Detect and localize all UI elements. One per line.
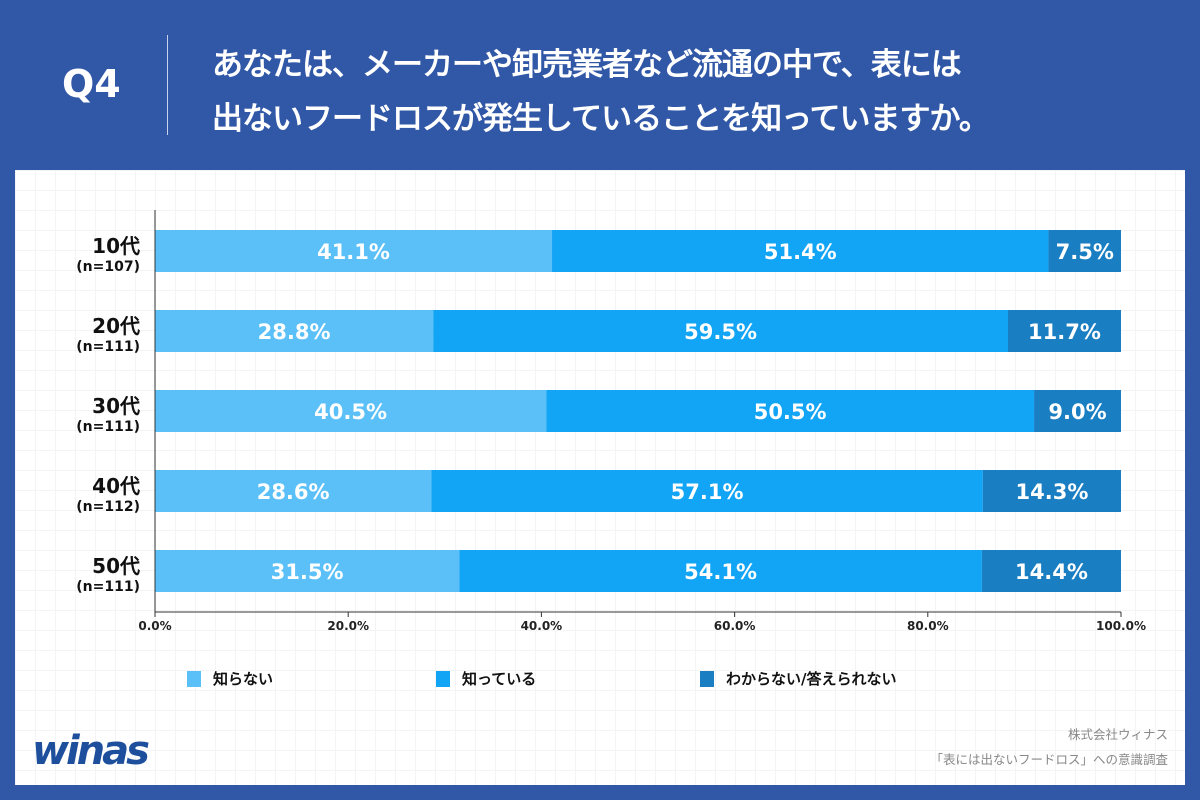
data-label: 54.1% bbox=[684, 560, 757, 584]
category-label: 50代 (n=111) bbox=[0, 550, 140, 595]
sample-size: (n=111) bbox=[76, 579, 140, 595]
question-title: あなたは、メーカーや卸売業者など流通の中で、表には 出ないフードロスが発生してい… bbox=[212, 38, 990, 146]
data-label: 9.0% bbox=[1048, 400, 1106, 424]
data-label: 14.3% bbox=[1016, 480, 1089, 504]
bar-segment bbox=[981, 550, 1121, 592]
data-label: 28.6% bbox=[257, 480, 330, 504]
x-tick-label: 0.0% bbox=[138, 619, 171, 633]
bar-segment bbox=[155, 470, 432, 512]
legend-swatch bbox=[187, 670, 201, 687]
bar-segment bbox=[1034, 390, 1121, 432]
category-label: 30代 (n=111) bbox=[0, 390, 140, 435]
data-label: 14.4% bbox=[1015, 560, 1088, 584]
legend-label: わからない/答えられない bbox=[726, 670, 897, 688]
age-group: 50代 bbox=[92, 554, 140, 578]
age-group: 20代 bbox=[92, 314, 140, 338]
category-label: 20代 (n=111) bbox=[0, 310, 140, 355]
x-tick-label: 60.0% bbox=[714, 619, 756, 633]
x-tick-label: 80.0% bbox=[907, 619, 949, 633]
age-group: 40代 bbox=[92, 474, 140, 498]
bar-segment bbox=[431, 470, 983, 512]
legend-item: 知っている bbox=[436, 668, 536, 689]
age-group: 10代 bbox=[92, 234, 140, 258]
divider bbox=[167, 35, 168, 135]
data-label: 7.5% bbox=[1056, 240, 1114, 264]
source-company: 株式会社ウィナス bbox=[1067, 727, 1168, 742]
bar-segment bbox=[433, 310, 1008, 352]
x-tick-label: 100.0% bbox=[1096, 619, 1146, 633]
bar-segment bbox=[1048, 230, 1121, 272]
question-number: Q4 bbox=[62, 62, 121, 106]
data-label: 31.5% bbox=[271, 560, 344, 584]
bar-segment bbox=[155, 390, 547, 432]
legend-label: 知らない bbox=[213, 670, 274, 688]
data-label: 28.8% bbox=[258, 320, 331, 344]
x-tick-label: 40.0% bbox=[521, 619, 563, 633]
legend-item: わからない/答えられない bbox=[700, 668, 896, 689]
data-label: 51.4% bbox=[764, 240, 837, 264]
bar-segment bbox=[459, 550, 982, 592]
sample-size: (n=111) bbox=[76, 419, 140, 435]
x-tick-label: 20.0% bbox=[327, 619, 369, 633]
title-line-1: あなたは、メーカーや卸売業者など流通の中で、表には bbox=[212, 47, 962, 83]
sample-size: (n=107) bbox=[76, 259, 140, 275]
bar-segment bbox=[155, 550, 460, 592]
data-label: 57.1% bbox=[671, 480, 744, 504]
legend-swatch bbox=[436, 670, 450, 687]
data-label: 40.5% bbox=[314, 400, 387, 424]
bar-segment bbox=[982, 470, 1121, 512]
bar-segment bbox=[155, 230, 553, 272]
bar-segment bbox=[546, 390, 1035, 432]
legend-label: 知っている bbox=[462, 670, 537, 688]
source: 株式会社ウィナス 「表には出ないフードロス」への意識調査 bbox=[930, 722, 1168, 772]
title-line-2: 出ないフードロスが発生していることを知っていますか。 bbox=[212, 101, 990, 137]
age-group: 30代 bbox=[92, 394, 140, 418]
sample-size: (n=111) bbox=[76, 339, 140, 355]
sample-size: (n=112) bbox=[76, 499, 140, 515]
legend-swatch bbox=[700, 670, 714, 687]
winas-logo: winas bbox=[32, 728, 150, 774]
bar-segment bbox=[552, 230, 1049, 272]
category-label: 40代 (n=112) bbox=[0, 470, 140, 515]
data-label: 59.5% bbox=[684, 320, 757, 344]
legend-item: 知らない bbox=[187, 668, 273, 689]
bar-segment bbox=[1007, 310, 1121, 352]
data-label: 50.5% bbox=[754, 400, 827, 424]
source-survey: 「表には出ないフードロス」への意識調査 bbox=[930, 752, 1168, 767]
data-label: 11.7% bbox=[1028, 320, 1101, 344]
category-label: 10代 (n=107) bbox=[0, 230, 140, 275]
data-label: 41.1% bbox=[317, 240, 390, 264]
bar-segment bbox=[155, 310, 434, 352]
